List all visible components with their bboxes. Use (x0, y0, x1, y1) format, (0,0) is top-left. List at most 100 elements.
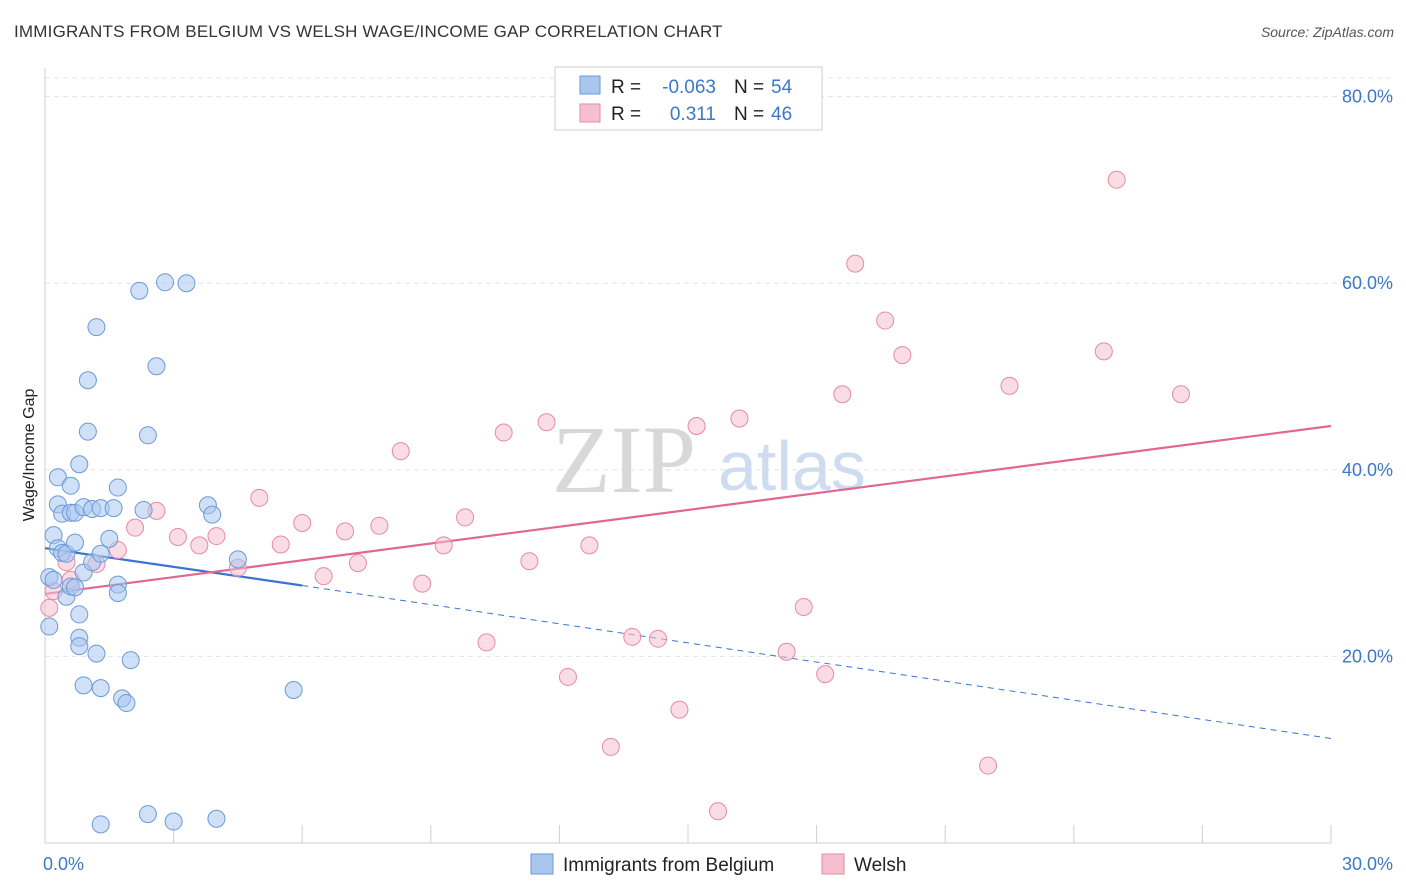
point-belgium-45 (138, 805, 157, 824)
legend-r-value-belgium: -0.063 (662, 77, 716, 98)
point-welsh-27 (558, 667, 577, 686)
trend-line-belgium-extension (302, 585, 1332, 740)
y-tick-label-2: 60.0% (1342, 273, 1393, 293)
bottom-legend-swatch-belgium (530, 853, 554, 875)
point-welsh-32 (670, 700, 689, 719)
point-welsh-46 (1107, 170, 1126, 189)
point-welsh-21 (434, 536, 453, 555)
point-welsh-25 (520, 552, 539, 571)
point-welsh-26 (537, 413, 556, 432)
chart-title: IMMIGRANTS FROM BELGIUM VS WELSH WAGE/IN… (14, 22, 723, 41)
point-belgium-51 (203, 505, 222, 524)
point-welsh-24 (494, 423, 513, 442)
point-belgium-32 (91, 679, 110, 698)
point-welsh-19 (391, 442, 410, 461)
point-belgium-25 (78, 422, 97, 441)
watermark-atlas: atlas (718, 427, 866, 505)
point-belgium-43 (134, 500, 153, 519)
point-belgium-19 (70, 637, 89, 656)
point-welsh-47 (1171, 385, 1190, 404)
point-welsh-42 (893, 346, 912, 365)
point-belgium-2 (44, 570, 63, 589)
point-welsh-23 (477, 633, 496, 652)
point-welsh-45 (1094, 342, 1113, 361)
point-welsh-37 (794, 597, 813, 616)
trend-line-welsh (44, 424, 1332, 595)
point-welsh-41 (876, 311, 895, 330)
chart-source: Source: ZipAtlas.com (1260, 24, 1394, 40)
legend-swatch-belgium (579, 75, 601, 95)
x-tick-label-min: 0.0% (43, 854, 84, 874)
legend-r-value-welsh: 0.311 (670, 104, 716, 125)
point-welsh-10 (207, 527, 226, 546)
point-welsh-35 (730, 409, 749, 428)
bottom-legend-swatch-welsh (821, 853, 845, 875)
stats-legend: R = -0.063 N = 54 R = 0.311 N = 46 (554, 66, 823, 131)
point-belgium-49 (177, 274, 196, 293)
y-tick-label-0: 20.0% (1342, 646, 1393, 666)
point-welsh-15 (314, 567, 333, 586)
series-legend: Immigrants from Belgium Welsh (530, 853, 906, 876)
point-welsh-36 (777, 642, 796, 661)
point-welsh-14 (293, 514, 312, 533)
point-belgium-24 (78, 371, 97, 390)
point-belgium-41 (121, 651, 140, 670)
point-belgium-20 (70, 605, 89, 624)
point-welsh-43 (979, 756, 998, 775)
y-tick-label-1: 40.0% (1342, 460, 1393, 480)
point-belgium-47 (156, 273, 175, 292)
point-belgium-54 (284, 681, 303, 699)
watermark-zip: ZIP (552, 406, 696, 513)
point-belgium-29 (87, 644, 106, 663)
point-welsh-29 (601, 737, 620, 756)
bottom-legend-label-belgium: Immigrants from Belgium (563, 855, 774, 876)
point-belgium-0 (40, 617, 59, 636)
legend-r-label-welsh: R = (611, 104, 641, 125)
y-tick-label-3: 80.0% (1342, 87, 1393, 107)
point-belgium-6 (48, 468, 67, 487)
point-welsh-40 (846, 254, 865, 273)
point-welsh-33 (687, 416, 706, 435)
point-belgium-38 (108, 583, 127, 602)
point-welsh-12 (250, 488, 269, 507)
point-belgium-52 (207, 809, 226, 828)
y-tick-labels: 20.0% 40.0% 60.0% 80.0% (1342, 87, 1393, 667)
point-welsh-28 (580, 536, 599, 555)
legend-swatch-welsh (579, 103, 601, 123)
point-welsh-16 (336, 522, 355, 541)
point-belgium-28 (87, 318, 106, 337)
legend-n-label-belgium: N = (734, 77, 764, 98)
point-welsh-13 (271, 535, 290, 554)
bottom-legend-label-welsh: Welsh (854, 855, 906, 876)
legend-n-value-belgium: 54 (771, 77, 793, 98)
data-points (40, 170, 1190, 834)
point-belgium-14 (66, 578, 85, 597)
point-welsh-20 (413, 574, 432, 593)
point-belgium-44 (138, 426, 157, 445)
y-axis-label: Wage/Income Gap (21, 389, 38, 522)
point-belgium-11 (61, 476, 80, 495)
point-welsh-9 (190, 536, 209, 555)
legend-n-label-welsh: N = (734, 104, 764, 125)
legend-n-value-welsh: 46 (771, 104, 792, 125)
x-tick-label-max: 30.0% (1342, 854, 1393, 874)
point-welsh-17 (348, 554, 367, 573)
point-welsh-39 (833, 385, 852, 404)
watermark: ZIP atlas (552, 406, 866, 513)
x-tick-labels: 0.0% 30.0% (43, 854, 1393, 874)
point-welsh-6 (126, 518, 145, 537)
point-belgium-35 (104, 499, 123, 518)
point-welsh-22 (456, 508, 475, 527)
point-belgium-31 (91, 544, 110, 563)
point-welsh-38 (816, 665, 835, 684)
point-welsh-8 (168, 528, 187, 546)
point-welsh-34 (709, 802, 728, 821)
point-welsh-30 (623, 627, 642, 646)
point-belgium-21 (74, 676, 93, 695)
point-belgium-17 (70, 455, 89, 474)
point-welsh-31 (648, 629, 667, 648)
point-belgium-36 (108, 478, 127, 497)
point-belgium-48 (164, 812, 183, 831)
point-belgium-42 (130, 281, 149, 300)
